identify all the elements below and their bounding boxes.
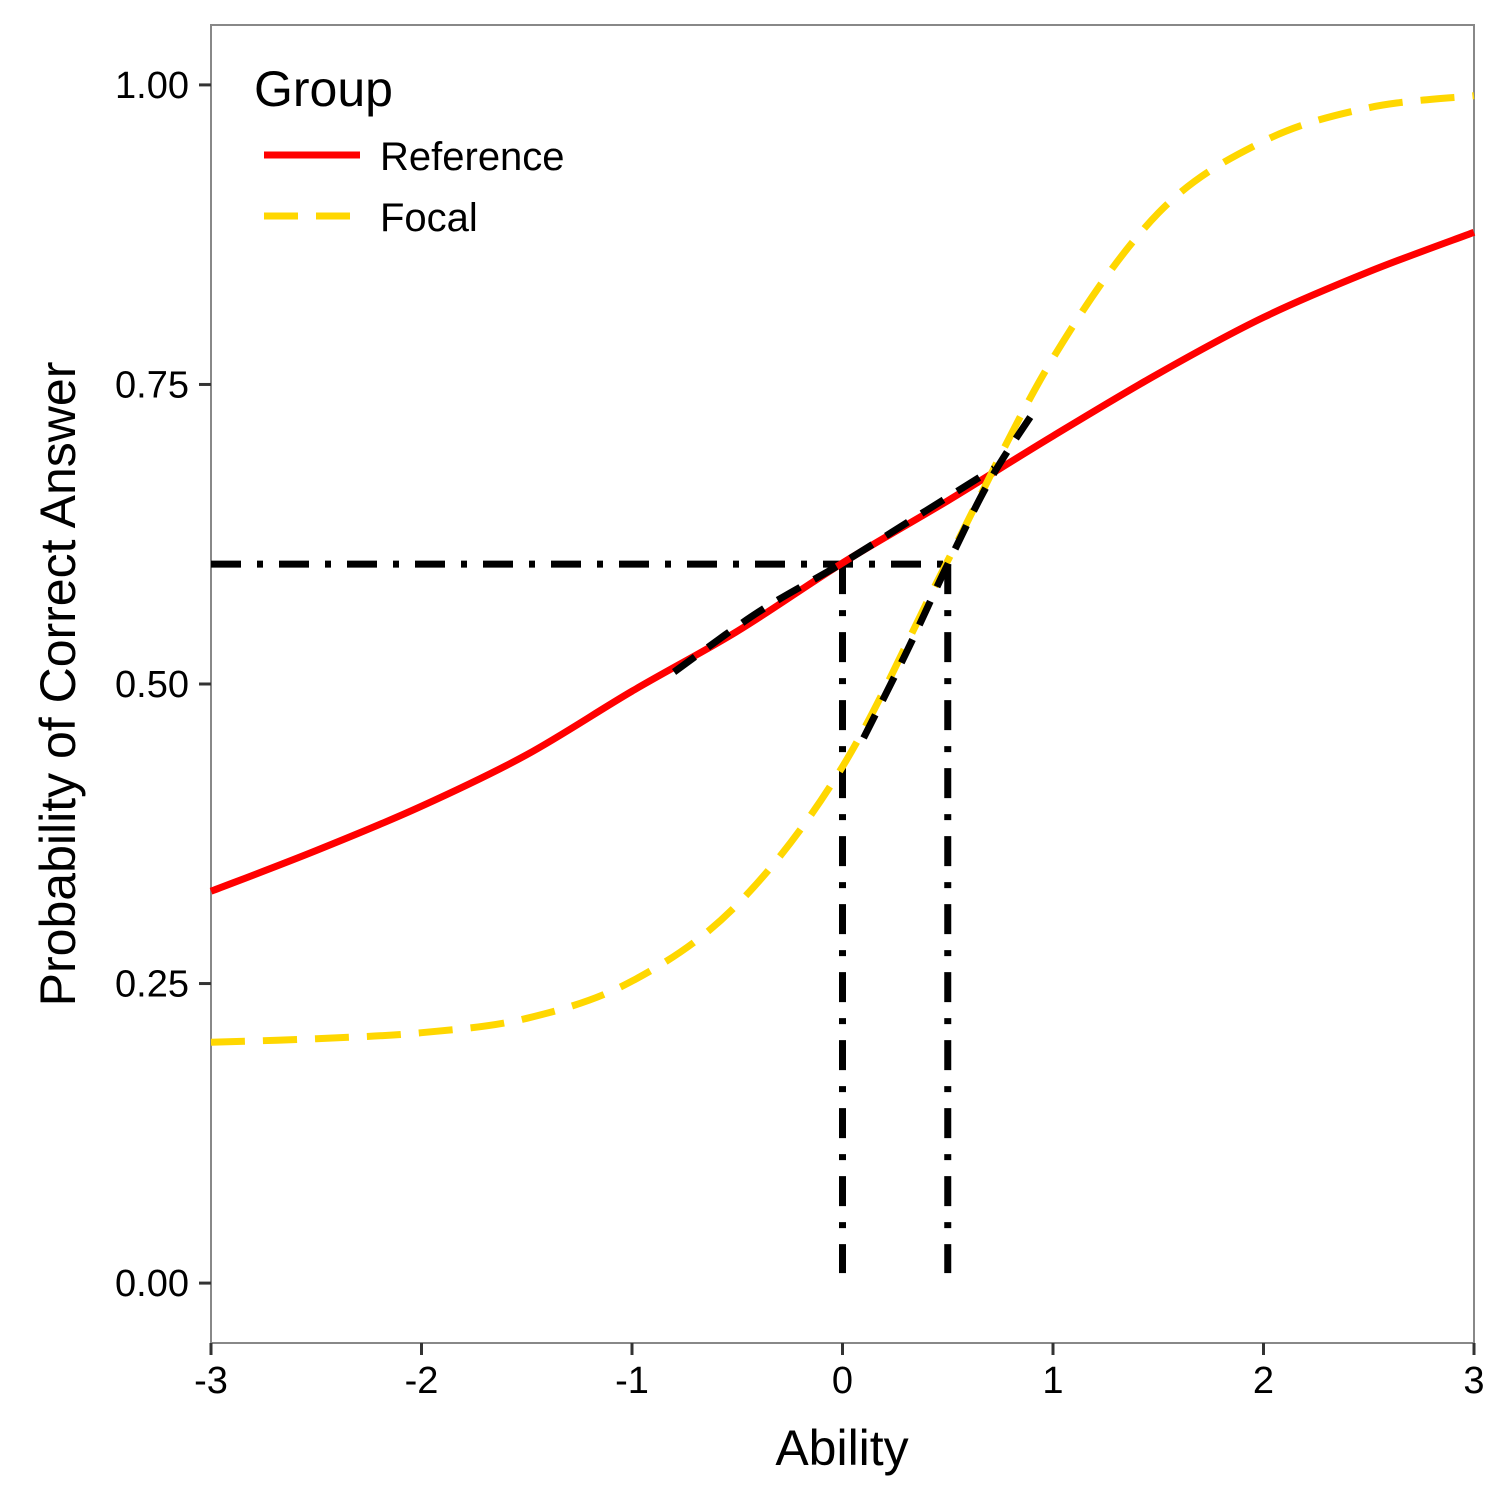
dashed-overlay-1 — [860, 412, 1035, 740]
y-axis: 0.00 0.25 0.50 0.75 1.00 — [115, 65, 211, 1305]
x-tick-label: -3 — [194, 1360, 228, 1402]
legend-title: Group — [254, 61, 393, 117]
x-tick-label: 3 — [1463, 1360, 1484, 1402]
x-axis-title: Ability — [775, 1420, 908, 1476]
legend-label-focal: Focal — [380, 196, 478, 240]
dashed-overlays — [672, 412, 1035, 740]
dashed-overlay-0 — [672, 465, 996, 675]
legend-label-reference: Reference — [380, 135, 565, 179]
y-tick-label: 1.00 — [115, 65, 189, 107]
y-tick-label: 0.50 — [115, 664, 189, 706]
y-axis-title: Probability of Correct Answer — [30, 362, 86, 1007]
x-tick-label: -1 — [615, 1360, 649, 1402]
legend: Group Reference Focal — [254, 61, 565, 240]
x-tick-label: 0 — [832, 1360, 853, 1402]
y-tick-label: 0.25 — [115, 964, 189, 1006]
series-line-reference — [209, 229, 1476, 895]
x-axis: -3 -2 -1 0 1 2 3 — [194, 1343, 1485, 1402]
y-tick-label: 0.75 — [115, 364, 189, 406]
x-tick-label: 1 — [1042, 1360, 1063, 1402]
x-tick-label: 2 — [1253, 1360, 1274, 1402]
x-tick-label: -2 — [405, 1360, 439, 1402]
reference-lines — [211, 560, 952, 1274]
y-tick-label: 0.00 — [115, 1263, 189, 1305]
